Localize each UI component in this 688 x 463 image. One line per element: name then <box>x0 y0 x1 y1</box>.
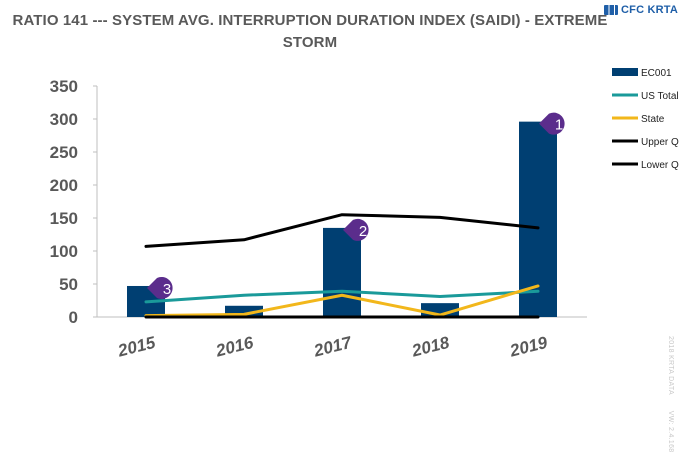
chart-legend: EC001 US Total State Upper Q Lower Q <box>612 68 679 171</box>
callout-2: 2 <box>343 218 369 241</box>
chart-title: RATIO 141 --- SYSTEM AVG. INTERRUPTION D… <box>0 10 620 54</box>
legend-item: EC001 <box>612 68 672 79</box>
callout-label: 3 <box>163 281 171 298</box>
watermark-text-1: 2018 KRTA DATA <box>667 336 674 395</box>
chart-title-line-2: STORM <box>282 34 338 51</box>
chart-title-line-1: RATIO 141 --- SYSTEM AVG. INTERRUPTION D… <box>12 12 608 29</box>
x-tick-label: 2018 <box>409 333 452 361</box>
y-tick-label: 200 <box>50 176 78 195</box>
y-tick-label: 250 <box>50 143 78 162</box>
legend-label: EC001 <box>641 68 672 79</box>
legend-swatch <box>612 68 638 76</box>
watermark-text-2: VW: 2.4.168 <box>667 410 674 453</box>
bar-ec001-2019 <box>519 121 557 317</box>
line-state <box>144 284 540 318</box>
callout-badge-shape <box>539 112 565 135</box>
callout-label: 1 <box>555 117 563 134</box>
legend-label: Lower Q <box>641 160 679 171</box>
y-tick-label: 150 <box>50 209 78 228</box>
y-tick-label: 350 <box>50 77 78 96</box>
logo-text: CFC KRTA <box>621 4 678 16</box>
line-series <box>144 213 540 319</box>
line-us-total <box>144 289 540 304</box>
x-tick-label: 2019 <box>507 333 550 361</box>
x-tick-label: 2017 <box>311 332 355 360</box>
callout-badge-shape <box>343 218 369 241</box>
y-tick-label: 100 <box>50 242 78 261</box>
bar-ec001-2016 <box>225 305 263 317</box>
y-tick-label: 0 <box>69 308 78 327</box>
watermark: 2018 KRTA DATA VW: 2.4.168 <box>667 336 674 453</box>
legend-item: Lower Q <box>612 160 679 171</box>
legend-item: US Total <box>612 91 679 102</box>
y-tick-label: 50 <box>59 275 78 294</box>
callout-badge-shape <box>147 276 173 299</box>
callout-annotations: 1 2 3 <box>147 112 565 299</box>
logo-mark-icon <box>604 5 618 15</box>
line-upper-q <box>144 213 540 248</box>
cfc-krta-logo: CFC KRTA <box>604 4 678 16</box>
legend-label: US Total <box>641 91 679 102</box>
callout-label: 2 <box>359 223 367 240</box>
legend-label: State <box>641 114 665 125</box>
x-tick-label: 2016 <box>213 333 256 361</box>
legend-label: Upper Q <box>641 137 679 148</box>
bar-series <box>127 121 557 317</box>
callout-1: 1 <box>539 112 565 135</box>
bar-ec001-2017 <box>323 227 361 317</box>
x-tick-label: 2015 <box>115 333 158 361</box>
y-tick-label: 300 <box>50 110 78 129</box>
legend-item: State <box>612 114 665 125</box>
legend-item: Upper Q <box>612 137 679 148</box>
callout-3: 3 <box>147 276 173 299</box>
